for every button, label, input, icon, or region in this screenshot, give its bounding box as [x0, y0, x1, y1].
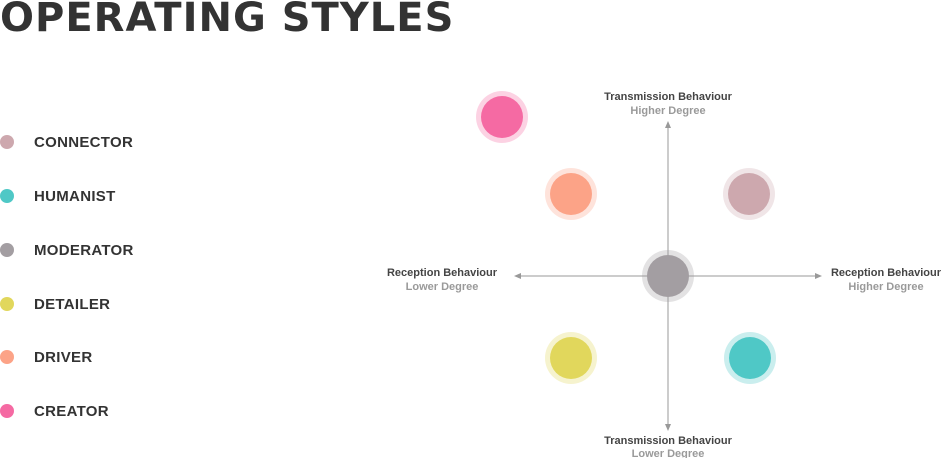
legend-label: HUMANIST	[34, 187, 116, 205]
moderator-dot-icon	[0, 243, 14, 257]
detailer-dot-icon	[0, 297, 14, 311]
legend-label: DETAILER	[34, 295, 111, 313]
creator-circle	[476, 91, 528, 143]
top-axis-title: Transmission Behaviour	[604, 91, 732, 103]
page-title: OPERATING STYLES	[0, 0, 455, 41]
right-axis-title: Reception Behaviour	[831, 267, 941, 279]
humanist-circle	[724, 332, 776, 384]
legend-label: CREATOR	[34, 402, 109, 420]
bottom-axis-subtitle: Lower Degree	[632, 448, 705, 458]
right-axis-subtitle: Higher Degree	[848, 281, 923, 293]
creator-dot-icon	[0, 404, 14, 418]
left-axis-subtitle: Lower Degree	[406, 281, 479, 293]
top-axis-subtitle: Higher Degree	[630, 105, 705, 117]
connector-dot-icon	[0, 135, 14, 149]
humanist-dot-icon	[0, 189, 14, 203]
driver-dot-icon	[0, 350, 14, 364]
driver-circle	[545, 168, 597, 220]
bottom-axis-title: Transmission Behaviour	[604, 435, 732, 447]
moderator-circle	[642, 250, 694, 302]
legend-label: MODERATOR	[34, 241, 134, 259]
legend-label: CONNECTOR	[34, 133, 134, 151]
connector-circle	[723, 168, 775, 220]
legend-label: DRIVER	[34, 348, 93, 366]
detailer-circle	[545, 332, 597, 384]
left-axis-title: Reception Behaviour	[387, 267, 498, 279]
